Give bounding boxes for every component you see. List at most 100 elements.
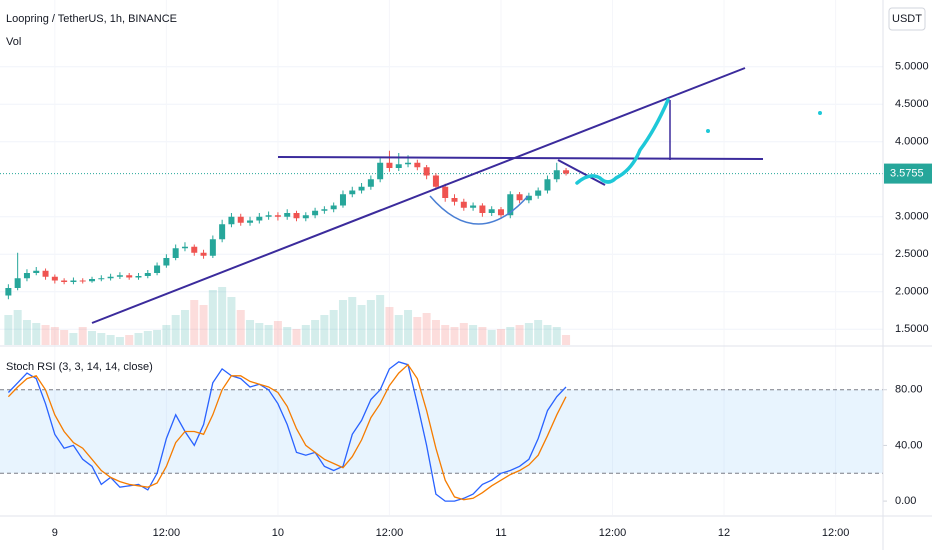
volume-bar bbox=[515, 325, 524, 345]
volume-bar bbox=[97, 333, 106, 345]
drawings bbox=[91, 67, 822, 324]
candle-body bbox=[432, 175, 439, 187]
back-layer bbox=[0, 66, 887, 502]
volume-bar bbox=[413, 317, 422, 345]
candle-body bbox=[33, 270, 40, 273]
candle-body bbox=[516, 194, 523, 201]
currency-button[interactable] bbox=[888, 7, 926, 31]
candle-body bbox=[330, 205, 337, 210]
volume-bar bbox=[162, 325, 171, 345]
candle-body bbox=[256, 216, 263, 221]
volume-bar bbox=[283, 327, 292, 345]
candle-body bbox=[191, 246, 198, 253]
candle-body bbox=[107, 276, 114, 279]
y-tick-label: 2.0000 bbox=[895, 286, 929, 298]
candle-body bbox=[247, 220, 254, 223]
volume-bar bbox=[227, 297, 236, 345]
candle-body bbox=[89, 279, 96, 282]
volume-bar bbox=[246, 320, 255, 345]
y-tick-label: 3.0000 bbox=[895, 211, 929, 223]
candle-body bbox=[154, 265, 161, 273]
volume-bar bbox=[292, 329, 301, 345]
x-tick-label: 12 bbox=[718, 527, 730, 539]
volume-bar bbox=[543, 325, 552, 345]
volume-bar bbox=[311, 320, 320, 345]
candle-body bbox=[98, 278, 105, 280]
candle-body bbox=[423, 167, 430, 176]
volume-bar bbox=[264, 325, 273, 345]
y-tick-label: 5.0000 bbox=[895, 61, 929, 73]
volume-bar bbox=[50, 327, 59, 345]
candle-body bbox=[507, 194, 514, 216]
volume-bar bbox=[376, 295, 385, 345]
volume-bar bbox=[199, 305, 208, 345]
volume-bar bbox=[394, 315, 403, 345]
candle-body bbox=[144, 273, 151, 276]
volume-bar bbox=[134, 333, 143, 345]
chart-title: Loopring / TetherUS, 1h, BINANCE bbox=[6, 13, 177, 25]
candle-body bbox=[479, 205, 486, 213]
y-tick-label: 0.00 bbox=[895, 495, 916, 507]
candle-body bbox=[525, 195, 532, 201]
volume-bar bbox=[88, 331, 97, 345]
candle-body bbox=[209, 239, 216, 256]
candle-body bbox=[51, 276, 58, 281]
last-price-label: 3.5755 bbox=[890, 167, 924, 179]
candle-body bbox=[358, 186, 365, 191]
volume-bar bbox=[218, 287, 227, 345]
dot bbox=[818, 111, 822, 115]
candle-body bbox=[312, 210, 319, 216]
volume-bar bbox=[4, 315, 13, 345]
last-price-box bbox=[884, 163, 932, 184]
volume-bar bbox=[562, 335, 571, 345]
volume-bar bbox=[32, 323, 41, 345]
volume-bar bbox=[13, 310, 22, 345]
candle-body bbox=[79, 280, 86, 282]
volume-bar bbox=[404, 310, 413, 345]
volume-bar bbox=[357, 305, 366, 345]
candle-body bbox=[497, 209, 504, 216]
candle-body bbox=[200, 252, 207, 256]
candle-body bbox=[219, 224, 226, 240]
candle-body bbox=[237, 216, 244, 223]
volume-bar bbox=[338, 300, 347, 345]
volume-bar bbox=[273, 321, 282, 345]
volume-bar bbox=[180, 310, 189, 345]
volume-bar bbox=[524, 323, 533, 345]
volume-bar bbox=[459, 323, 468, 345]
volume-bar bbox=[329, 310, 338, 345]
horizontal-line bbox=[277, 156, 764, 160]
candle-body bbox=[126, 275, 133, 278]
volume-bar bbox=[190, 300, 199, 345]
candle-body bbox=[61, 280, 68, 282]
candle-body bbox=[116, 275, 123, 277]
volume-bar bbox=[534, 320, 543, 345]
candle-body bbox=[172, 248, 179, 258]
volume-bar bbox=[236, 310, 245, 345]
candle-body bbox=[367, 179, 374, 187]
volume-bar bbox=[60, 330, 69, 345]
candle-body bbox=[23, 273, 30, 279]
volume-bar bbox=[320, 315, 329, 345]
indicator-line bbox=[7, 361, 567, 502]
indicator-title: Stoch RSI (3, 3, 14, 14, close) bbox=[6, 361, 153, 373]
volume-bar bbox=[78, 327, 87, 345]
x-tick-label: 12:00 bbox=[599, 527, 627, 539]
trend-line bbox=[91, 67, 746, 324]
volume-bar bbox=[255, 323, 264, 345]
x-tick-label: 12:00 bbox=[376, 527, 404, 539]
candle-body bbox=[302, 215, 309, 219]
volume-bar bbox=[478, 327, 487, 345]
candle-body bbox=[451, 198, 458, 202]
currency[interactable]: USDT bbox=[892, 13, 922, 25]
candle-body bbox=[14, 278, 21, 288]
x-tick-label: 9 bbox=[52, 527, 58, 539]
y-tick-label: 4.0000 bbox=[895, 136, 929, 148]
volume-bar bbox=[41, 325, 50, 345]
candle-body bbox=[544, 179, 551, 191]
volume-bar bbox=[153, 330, 162, 345]
volume-label: Vol bbox=[6, 36, 21, 48]
candle-body bbox=[386, 162, 393, 168]
candle-body bbox=[181, 246, 188, 249]
